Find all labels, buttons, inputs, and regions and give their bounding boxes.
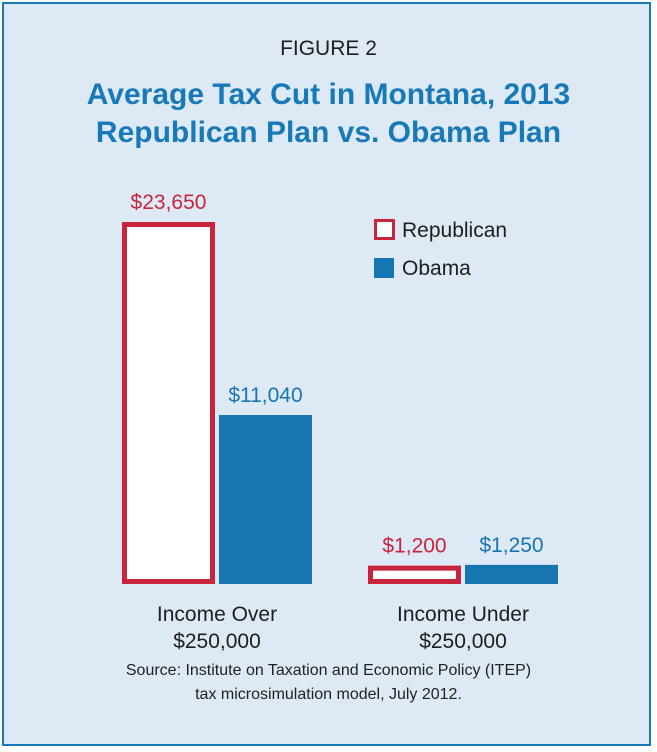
category-label-0-line1: Income Over — [157, 603, 277, 626]
bar-obama-1 — [465, 564, 558, 584]
data-label-obama-0: $11,040 — [228, 384, 302, 407]
legend-label-republican: Republican — [402, 219, 507, 242]
bar-republican-0 — [122, 222, 215, 584]
category-label-1-line1: Income Under — [397, 603, 529, 626]
data-label-republican-0: $23,650 — [131, 191, 207, 214]
chart-title: Average Tax Cut in Montana, 2013 Republi… — [4, 76, 653, 152]
data-label-republican-1: $1,200 — [382, 535, 446, 558]
bar-republican-1 — [368, 565, 461, 585]
source-line2: tax microsimulation model, July 2012. — [195, 686, 462, 703]
source-line1: Source: Institute on Taxation and Econom… — [125, 662, 532, 679]
data-label-obama-1: $1,250 — [479, 534, 543, 557]
category-label-0-line2: $250,000 — [173, 630, 261, 653]
bar-obama-0 — [219, 415, 312, 584]
category-label-1-line2: $250,000 — [419, 630, 507, 653]
legend-label-obama: Obama — [402, 257, 471, 280]
chart-title-line1: Average Tax Cut in Montana, 2013 — [86, 78, 571, 111]
legend-swatch-republican — [374, 219, 395, 240]
figure-label: FIGURE 2 — [280, 37, 377, 60]
figure-panel: FIGURE 2 Average Tax Cut in Montana, 201… — [2, 2, 651, 746]
source-note: Source: Institute on Taxation and Econom… — [4, 659, 653, 707]
legend-swatch-obama — [374, 258, 394, 278]
chart-subtitle: Republican Plan vs. Obama Plan — [95, 116, 562, 149]
